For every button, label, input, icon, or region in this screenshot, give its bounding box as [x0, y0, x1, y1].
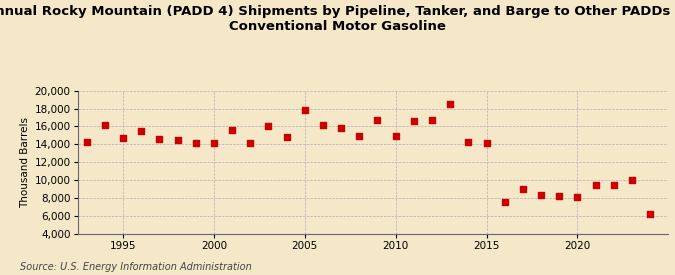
- Point: [572, 195, 583, 199]
- Point: [408, 119, 419, 123]
- Y-axis label: Thousand Barrels: Thousand Barrels: [20, 117, 30, 208]
- Point: [81, 139, 92, 144]
- Point: [626, 178, 637, 182]
- Text: Annual Rocky Mountain (PADD 4) Shipments by Pipeline, Tanker, and Barge to Other: Annual Rocky Mountain (PADD 4) Shipments…: [0, 6, 675, 34]
- Point: [590, 183, 601, 188]
- Point: [317, 122, 328, 127]
- Point: [608, 183, 619, 188]
- Point: [645, 212, 655, 216]
- Point: [500, 200, 510, 205]
- Text: Source: U.S. Energy Information Administration: Source: U.S. Energy Information Administ…: [20, 262, 252, 272]
- Point: [117, 136, 128, 140]
- Point: [463, 139, 474, 144]
- Point: [445, 102, 456, 106]
- Point: [99, 122, 110, 127]
- Point: [227, 128, 238, 132]
- Point: [372, 118, 383, 122]
- Point: [335, 126, 346, 131]
- Point: [172, 138, 183, 142]
- Point: [190, 140, 201, 145]
- Point: [154, 137, 165, 141]
- Point: [354, 134, 364, 139]
- Point: [245, 140, 256, 145]
- Point: [536, 193, 547, 197]
- Point: [136, 129, 146, 133]
- Point: [427, 118, 437, 122]
- Point: [209, 141, 219, 146]
- Point: [390, 134, 401, 139]
- Point: [518, 187, 529, 191]
- Point: [281, 135, 292, 139]
- Point: [481, 140, 492, 145]
- Point: [300, 107, 310, 112]
- Point: [554, 194, 564, 199]
- Point: [263, 124, 274, 129]
